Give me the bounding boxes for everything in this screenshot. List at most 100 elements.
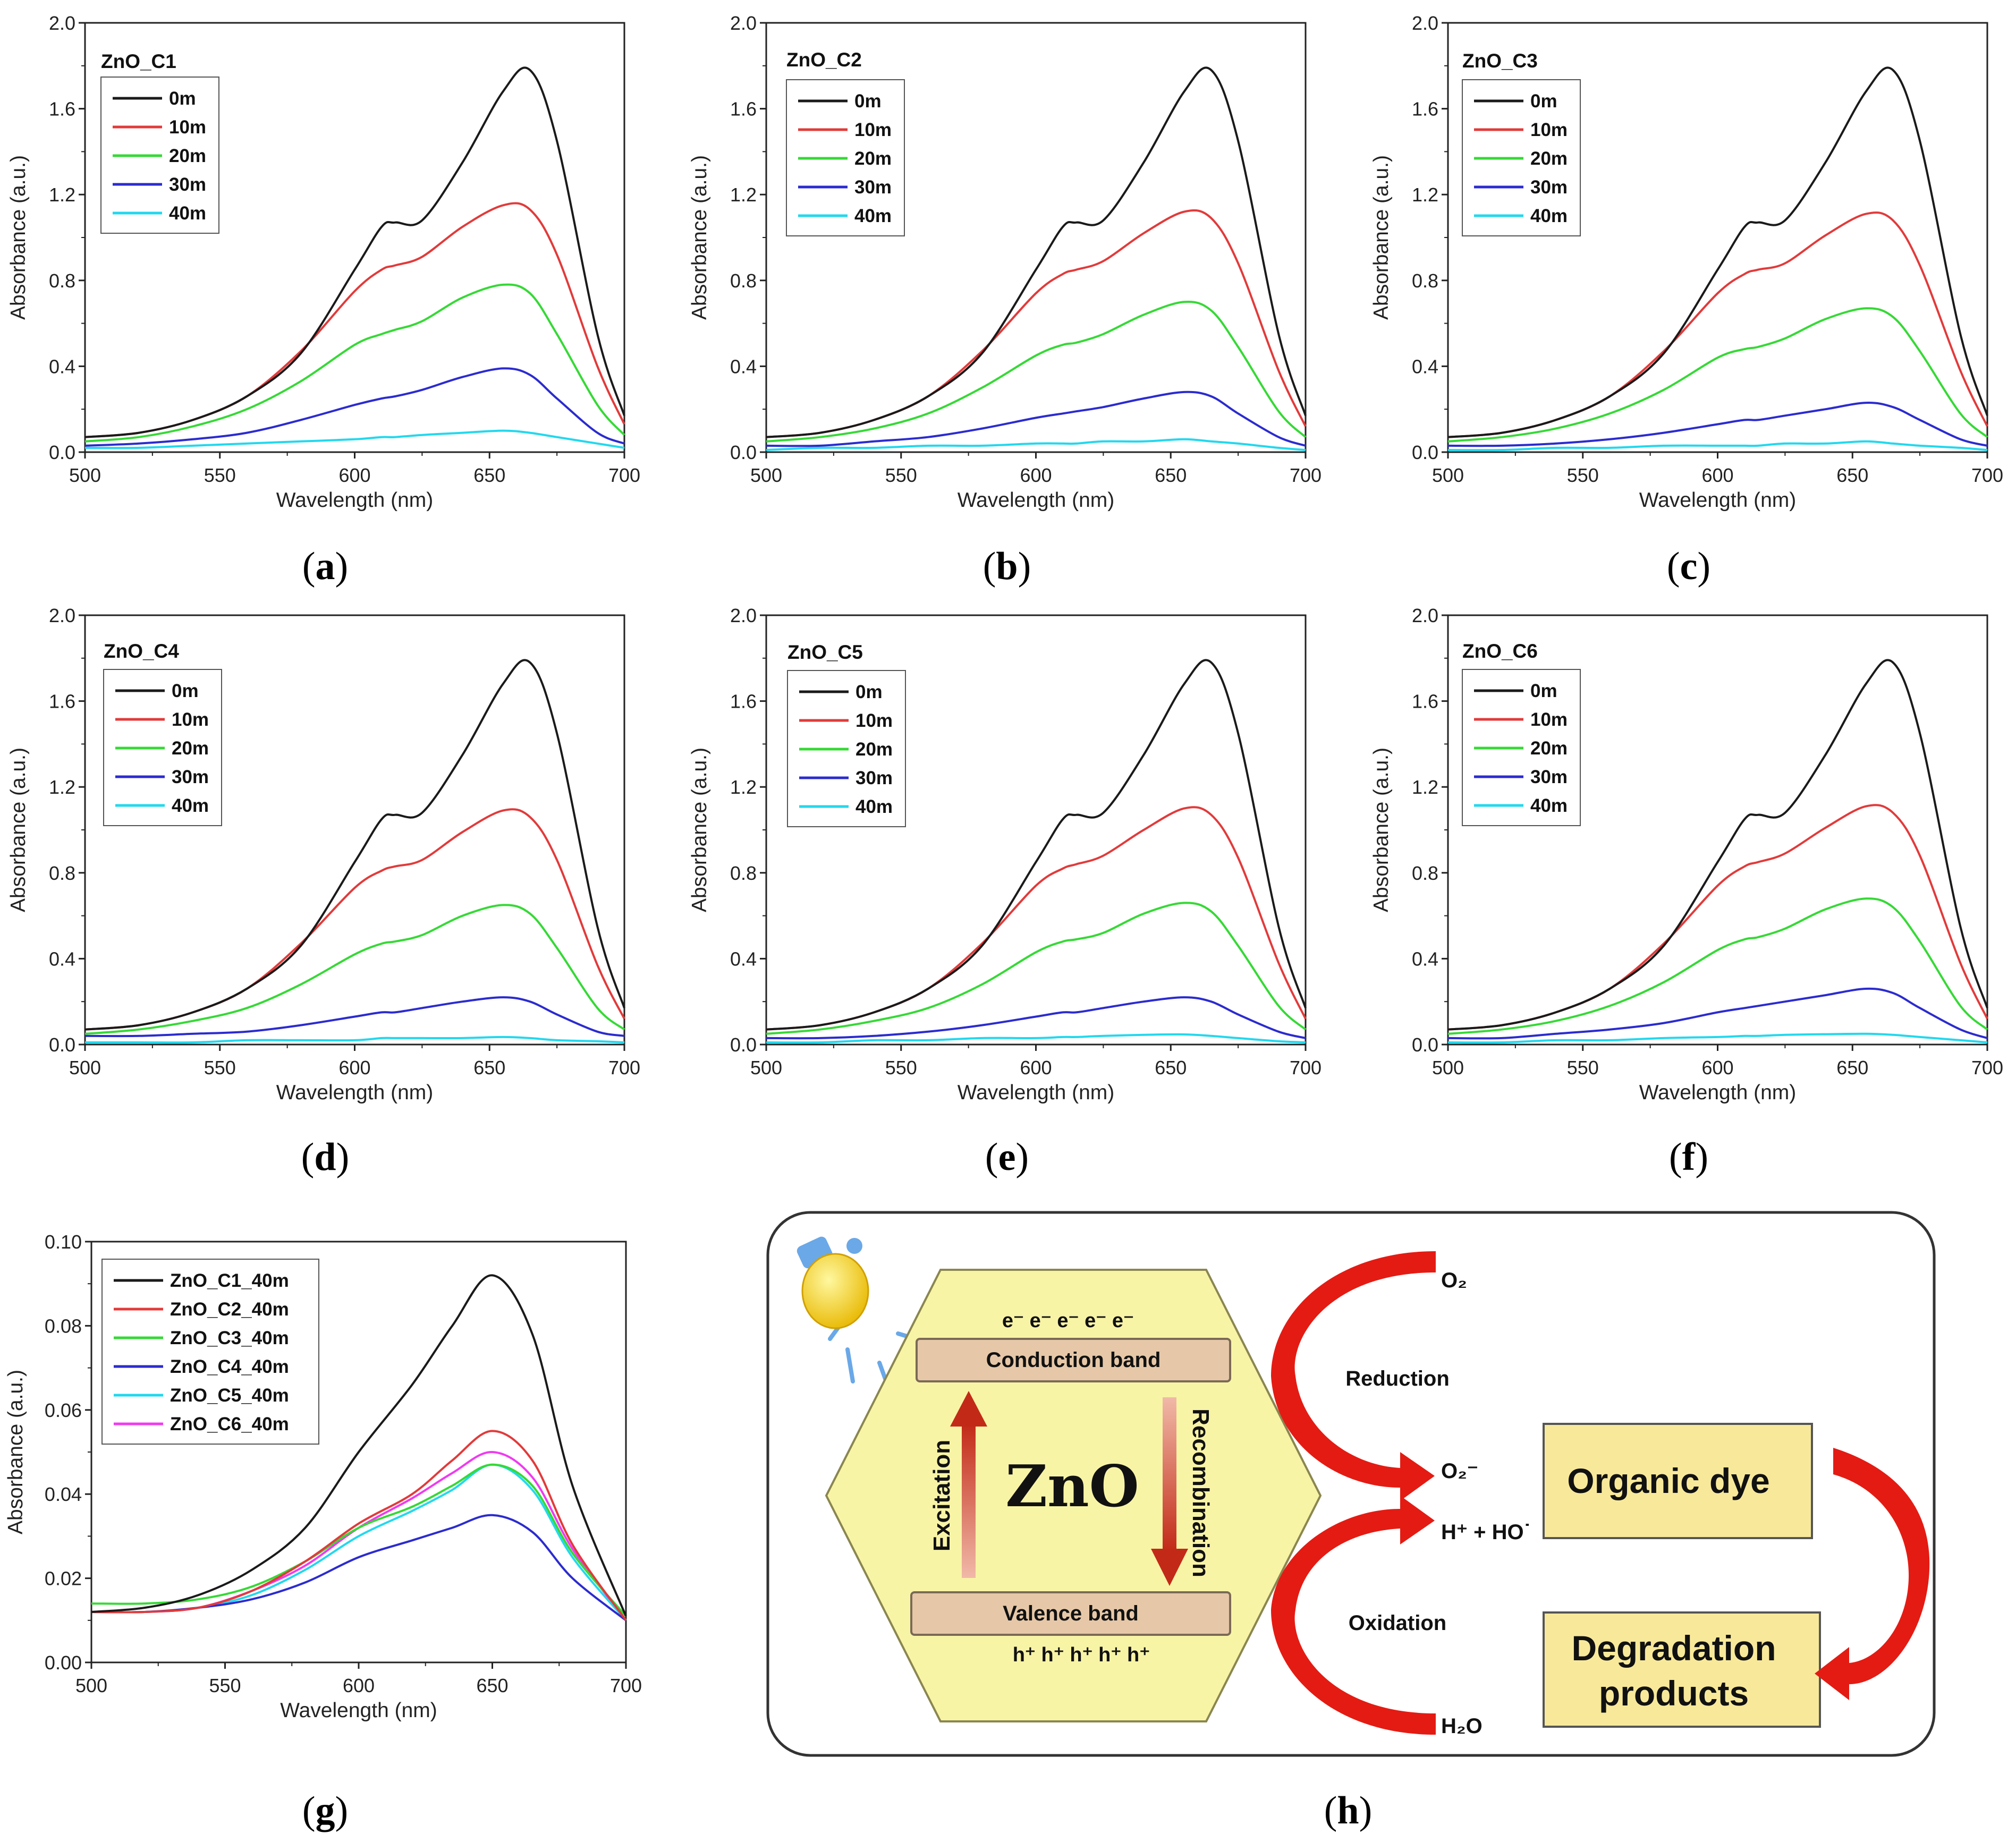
y-tick-label: 0.06 xyxy=(45,1399,82,1421)
x-tick-label: 550 xyxy=(204,464,236,486)
organic-dye-label: Organic dye xyxy=(1567,1461,1769,1500)
legend-label: 30m xyxy=(1530,177,1568,198)
series-line-0m xyxy=(1447,66,1988,438)
x-axis-title: Wavelength (nm) xyxy=(276,1081,434,1104)
y-tick-label: 1.2 xyxy=(730,776,757,798)
legend-label: 20m xyxy=(1530,738,1568,759)
legend-label: 10m xyxy=(1530,709,1568,730)
legend-label: 0m xyxy=(854,91,882,112)
degradation-label-line2: products xyxy=(1599,1674,1749,1713)
x-tick-label: 500 xyxy=(750,464,782,486)
legend-label: ZnO_C3_40m xyxy=(170,1328,289,1348)
panel-label-f: (f) xyxy=(1669,1135,1708,1179)
y-tick-label: 0.4 xyxy=(49,948,75,970)
legend-label: 40m xyxy=(1530,795,1568,816)
y-tick-label: 1.6 xyxy=(49,691,75,712)
y-axis-title: Absorbance (a.u.) xyxy=(7,748,30,912)
panel-label-b: (b) xyxy=(983,545,1031,588)
conduction-band-box xyxy=(916,1338,1231,1382)
legend-label: 30m xyxy=(855,768,893,788)
legend-label: 20m xyxy=(854,148,892,169)
series-line-30m xyxy=(1447,402,1988,447)
x-tick-label: 600 xyxy=(1020,1057,1052,1079)
x-tick-label: 700 xyxy=(1971,1057,2003,1079)
y-tick-label: 1.6 xyxy=(730,691,757,712)
x-tick-label: 500 xyxy=(750,1057,782,1079)
legend-label: ZnO_C5_40m xyxy=(170,1385,289,1406)
y-tick-label: 2.0 xyxy=(730,605,757,626)
legend-label: 40m xyxy=(172,795,209,816)
y-tick-label: 1.2 xyxy=(1412,184,1438,206)
excitation-arrow xyxy=(950,1391,987,1578)
y-axis-title: Absorbance (a.u.) xyxy=(688,748,711,912)
series-line-zno-c2-40m xyxy=(91,1430,627,1621)
legend-label: 40m xyxy=(169,203,206,224)
y-tick-label: 1.6 xyxy=(49,98,75,120)
oxidation-label: Oxidation xyxy=(1349,1611,1446,1635)
x-tick-label: 500 xyxy=(75,1675,107,1696)
x-tick-label: 600 xyxy=(343,1675,375,1696)
series-line-20m xyxy=(1447,897,1988,1035)
series-line-30m xyxy=(1447,987,1988,1040)
series-line-zno-c3-40m xyxy=(91,1463,627,1617)
panel-label-d: (d) xyxy=(301,1135,349,1179)
sample-title: ZnO_C5 xyxy=(787,641,863,663)
legend-label: 10m xyxy=(1530,120,1568,140)
x-tick-label: 550 xyxy=(209,1675,241,1696)
panel-label-a: (a) xyxy=(302,545,348,588)
chart-g: 500 550 600 650 700 0.00 0.02 0.04 0.06 0.08 0.10 W… xyxy=(4,1231,642,1722)
y-axis-title: Absorbance (a.u.) xyxy=(1370,748,1393,912)
series-line-20m xyxy=(766,300,1307,443)
recombination-label: Recombination xyxy=(1188,1408,1214,1577)
series-line-40m xyxy=(1447,440,1988,452)
y-tick-label: 2.0 xyxy=(49,605,75,626)
legend-label: 0m xyxy=(169,88,196,109)
x-tick-label: 700 xyxy=(610,1675,642,1696)
legend-label: 10m xyxy=(854,120,892,140)
y-tick-label: 1.2 xyxy=(1412,776,1438,798)
y-tick-label: 0.04 xyxy=(45,1483,82,1505)
degradation-arrow xyxy=(1815,1448,1930,1700)
x-tick-label: 700 xyxy=(1971,464,2003,486)
legend-label: 0m xyxy=(1530,91,1557,112)
y-tick-label: 0.8 xyxy=(49,270,75,292)
legend-label: 40m xyxy=(1530,206,1568,226)
chart-d: 500 550 600 650 700 0.0 0.4 0.8 1.2 1.6 2.0 Wavelen… xyxy=(7,605,640,1104)
y-tick-label: 0.4 xyxy=(730,948,757,970)
reduction-label: Reduction xyxy=(1345,1367,1450,1390)
panel-label-g: (g) xyxy=(302,1789,348,1832)
sample-title: ZnO_C6 xyxy=(1462,640,1538,662)
series-line-30m xyxy=(766,996,1306,1040)
y-tick-label: 0.08 xyxy=(45,1315,82,1337)
y-tick-label: 0.8 xyxy=(1412,270,1438,292)
y-tick-label: 0.4 xyxy=(1412,355,1438,377)
series-line-10m xyxy=(766,806,1307,1031)
electrons-label: e⁻ e⁻ e⁻ e⁻ e⁻ xyxy=(1002,1310,1134,1332)
legend-label: ZnO_C1_40m xyxy=(170,1270,289,1291)
legend-label: ZnO_C6_40m xyxy=(170,1414,289,1434)
legend-label: 10m xyxy=(172,709,209,730)
y-tick-label: 0.0 xyxy=(730,1034,757,1056)
y-tick-label: 0.0 xyxy=(730,442,757,463)
x-tick-label: 700 xyxy=(608,464,640,486)
y-tick-label: 0.8 xyxy=(730,862,757,884)
legend-label: 30m xyxy=(1530,767,1568,787)
oxidation-arrow xyxy=(1271,1496,1436,1735)
legend-label: ZnO_C2_40m xyxy=(170,1299,289,1320)
series-line-zno-c4-40m xyxy=(91,1514,627,1622)
zno-label: ZnO xyxy=(1005,1453,1139,1520)
sample-title: ZnO_C3 xyxy=(1462,50,1538,72)
x-tick-label: 700 xyxy=(608,1057,640,1079)
x-axis-title: Wavelength (nm) xyxy=(958,489,1115,512)
y-tick-label: 2.0 xyxy=(49,12,75,34)
y-tick-label: 0.0 xyxy=(1412,1034,1438,1056)
series-line-40m xyxy=(1447,1032,1988,1044)
legend-label: 0m xyxy=(855,682,883,702)
y-tick-label: 0.8 xyxy=(49,862,75,884)
series-line-zno-c1-40m xyxy=(91,1274,627,1617)
organic-dye-box xyxy=(1543,1423,1813,1539)
y-axis-title: Absorbance (a.u.) xyxy=(688,155,711,320)
legend-label: ZnO_C4_40m xyxy=(170,1356,289,1377)
x-tick-label: 600 xyxy=(338,1057,370,1079)
